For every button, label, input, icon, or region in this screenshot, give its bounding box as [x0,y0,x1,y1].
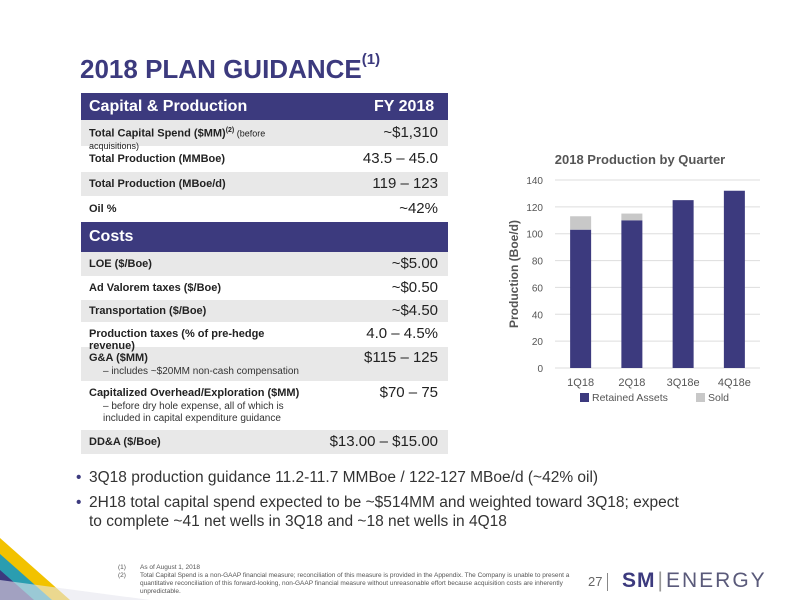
y-tick-label: 0 [537,364,543,375]
row-value: ~$1,310 [383,124,438,141]
chart-title: 2018 Production by Quarter [555,152,726,167]
table-row: Oil % ~42% [81,197,448,222]
y-tick-label: 80 [532,257,544,268]
row-label: Oil % [89,203,117,215]
row-label: Production taxes (% of pre-hedge revenue… [89,328,265,352]
row-label: Total Production (MBoe/d) [89,178,226,190]
bar-sold [621,213,643,221]
capital-header-year: FY 2018 [374,97,435,115]
bar-retained-assets [723,190,745,368]
footnote: (2) Total Capital Spend is a non-GAAP fi… [118,572,588,596]
guidance-table: Capital & Production FY 2018 Total Capit… [81,93,448,455]
row-value: ~$5.00 [391,255,438,272]
row-label: Ad Valorem taxes ($/Boe) [89,282,222,294]
legend-label: Retained Assets [592,392,668,404]
slide-title: 2018 PLAN GUIDANCE(1) [80,51,381,85]
row-label: Capitalized Overhead/Exploration ($MM) – … [81,387,308,425]
slide-title-footnote-ref: (1) [361,51,381,69]
table-row: G&A ($MM) – includes ~$20MM non-cash comp… [81,347,448,382]
bullet-icon: • [76,469,82,486]
table-row: DD&A ($/Boe) $13.00 – $15.00 [81,430,448,455]
legend-swatch [580,393,589,402]
logo-sm: SM [622,569,656,592]
y-tick-label: 140 [526,176,543,187]
footnote: (1) As of August 1, 2018 [118,564,588,572]
production-chart: 2018 Production by Quarter 0 20 40 60 80 100 12… [507,152,760,404]
y-tick-label: 100 [526,230,543,241]
table-row: Ad Valorem taxes ($/Boe) ~$0.50 [81,277,448,300]
row-label: G&A ($MM) – includes ~$20MM non-cash comp… [81,352,308,378]
company-logo: SM|ENERGY [622,569,767,593]
row-value: 4.0 – 4.5% [366,325,438,342]
row-label: DD&A ($/Boe) [89,436,161,448]
bar-sold [570,216,592,230]
page-divider [607,573,608,591]
logo-separator: | [657,569,664,592]
y-tick-label: 60 [532,283,544,294]
y-tick-label: 20 [532,337,544,348]
bullet-item: • 3Q18 production guidance 11.2-11.7 MMB… [76,468,696,487]
costs-header: Costs [81,222,448,252]
table-row: LOE ($/Boe) ~$5.00 [81,252,448,277]
row-label: Total Capital Spend ($MM)(2) (before acq… [81,127,308,152]
row-label: Total Production (MMBoe) [89,153,226,165]
row-value: $115 – 125 [364,349,438,366]
row-value: ~$4.50 [391,302,438,319]
bar-retained-assets [570,229,592,368]
page-number: 27 [588,574,603,589]
table-row: Production taxes (% of pre-hedge revenue… [81,323,448,352]
y-tick-label: 120 [526,203,543,214]
slide-title-text: 2018 PLAN GUIDANCE [80,54,362,84]
table-row: Total Capital Spend ($MM)(2) (before acq… [81,120,448,151]
x-tick-label: 3Q18e [667,377,700,389]
row-value: $70 – 75 [379,384,438,401]
row-label-text: Capitalized Overhead/Exploration ($MM) [89,387,300,399]
footnote-number: (2) [118,572,126,579]
bullet-icon: • [76,494,82,511]
table-row: Total Production (MBoe/d) 119 – 123 [81,172,448,197]
table-row: Total Production (MMBoe) 43.5 – 45.0 [81,147,448,172]
row-value: 43.5 – 45.0 [362,150,438,167]
row-note: (before acquisitions) [89,128,266,151]
legend-swatch [696,393,705,402]
row-label-text: G&A ($MM) [89,352,148,364]
row-sublabel: – includes ~$20MM non-cash compensation [103,366,299,377]
row-value: 119 – 123 [372,175,438,192]
y-tick-label: 40 [532,310,544,321]
bullet-text: 3Q18 production guidance 11.2-11.7 MMBoe… [89,469,599,486]
row-value: $13.00 – $15.00 [329,433,438,450]
table-row: Transportation ($/Boe) ~$4.50 [81,300,448,323]
row-footnote-ref: (2) [225,127,235,134]
row-sublabel: – before dry hole expense, all of which … [103,401,284,424]
footnote-number: (1) [118,564,126,571]
corner-accent-graphic [0,538,150,600]
bar-retained-assets [672,200,694,368]
footnotes: (1) As of August 1, 2018 (2) Total Capit… [118,564,588,596]
bullet-item: • 2H18 total capital spend expected to b… [76,493,696,531]
bar-retained-assets [621,220,643,368]
table-row: Capitalized Overhead/Exploration ($MM) – … [81,382,448,430]
footnote-text: Total Capital Spend is a non-GAAP financ… [140,572,570,595]
costs-header-label: Costs [89,228,134,245]
legend-label: Sold [708,392,729,404]
capital-header-label: Capital & Production [89,97,248,115]
x-tick-label: 4Q18e [718,377,751,389]
x-tick-label: 1Q18 [567,377,594,389]
bullet-text: 2H18 total capital spend expected to be … [89,494,679,530]
bullet-list: • 3Q18 production guidance 11.2-11.7 MMB… [76,468,696,537]
x-tick-label: 2Q18 [618,377,645,389]
row-value: ~42% [399,200,438,217]
logo-energy: ENERGY [665,569,767,592]
footnote-text: As of August 1, 2018 [140,564,200,571]
row-label: Transportation ($/Boe) [89,305,207,317]
capital-header: Capital & Production FY 2018 [81,93,448,120]
y-axis-label: Production (Boe/d) [507,220,521,328]
row-label-text: Total Capital Spend ($MM) [89,127,226,140]
row-value: ~$0.50 [391,279,438,296]
row-label: LOE ($/Boe) [89,258,152,270]
